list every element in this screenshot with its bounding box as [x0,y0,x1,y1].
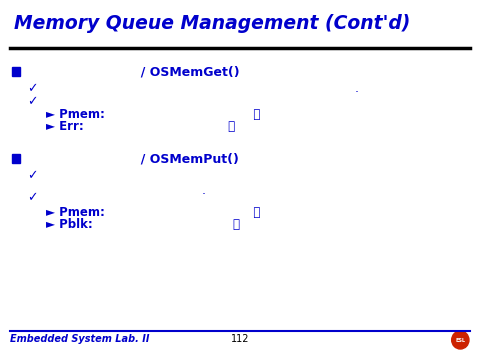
Text: / OSMemPut(): / OSMemPut() [27,152,238,166]
Bar [12,154,20,163]
Text: .: . [355,83,359,96]
Text: ► Pmem:                                    가: ► Pmem: 가 [46,108,260,120]
Text: / OSMemGet(): / OSMemGet() [27,66,240,78]
Circle shape [452,331,469,349]
Bar [12,67,20,76]
Text: ✓: ✓ [27,83,38,96]
Text: .: . [202,184,205,197]
Text: ESL: ESL [456,337,466,342]
Text: Embedded System Lab. II: Embedded System Lab. II [10,334,149,344]
Text: ✓: ✓ [27,169,38,183]
Text: ► Pblk:                                  가: ► Pblk: 가 [46,217,240,231]
Text: ► Err:                                   가: ► Err: 가 [46,120,235,132]
Text: ► Pmem:                                    가: ► Pmem: 가 [46,205,260,219]
Text: ✓: ✓ [27,96,38,108]
Text: 112: 112 [230,334,249,344]
Text: Memory Queue Management (Cont'd): Memory Queue Management (Cont'd) [14,14,411,33]
Text: ✓: ✓ [27,191,38,204]
